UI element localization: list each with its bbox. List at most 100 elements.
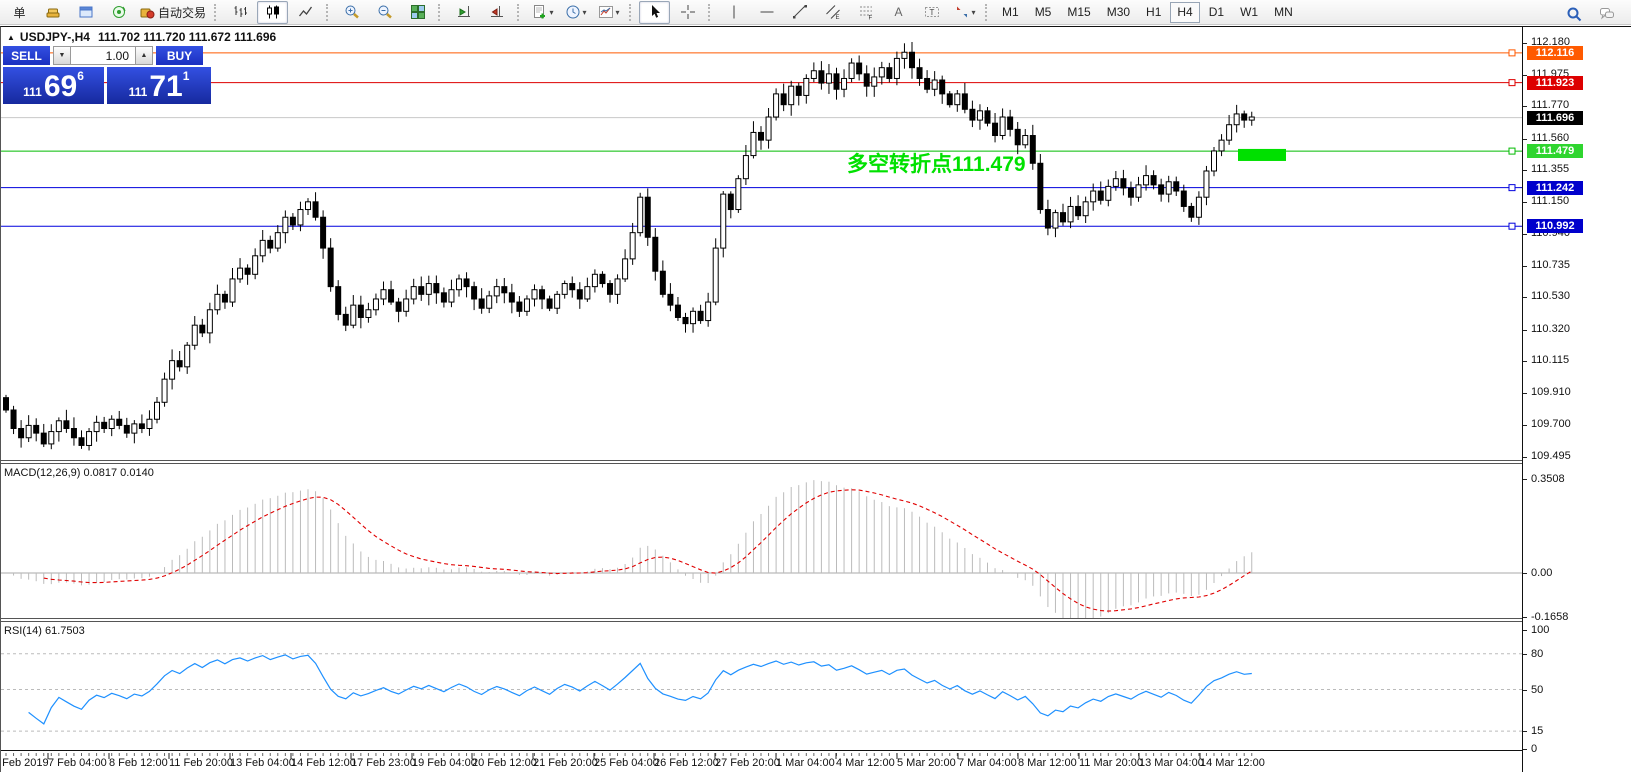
candle[interactable]: [916, 67, 923, 79]
candle[interactable]: [1218, 139, 1225, 152]
candle[interactable]: [327, 247, 334, 288]
chevron-down-icon[interactable]: ▾: [615, 7, 620, 17]
candle[interactable]: [561, 283, 568, 295]
candle[interactable]: [735, 178, 742, 211]
candle[interactable]: [146, 418, 153, 429]
candle[interactable]: [591, 273, 598, 288]
volume-input[interactable]: [71, 46, 135, 65]
candle[interactable]: [63, 420, 70, 430]
candle[interactable]: [486, 295, 493, 309]
candle[interactable]: [788, 85, 795, 106]
candle[interactable]: [750, 131, 757, 157]
candle[interactable]: [357, 304, 364, 318]
candle[interactable]: [93, 421, 100, 433]
line-handle[interactable]: [1508, 147, 1516, 155]
candle[interactable]: [154, 401, 160, 420]
navigator-button[interactable]: [103, 1, 134, 24]
tf-h4-button[interactable]: H4: [1170, 1, 1200, 23]
candle[interactable]: [1127, 187, 1134, 198]
candle[interactable]: [531, 289, 538, 300]
candle[interactable]: [395, 301, 402, 312]
candle[interactable]: [1226, 124, 1233, 141]
candle[interactable]: [297, 209, 304, 226]
candle[interactable]: [1248, 116, 1255, 121]
candle[interactable]: [1188, 205, 1195, 218]
candle[interactable]: [984, 110, 991, 124]
candle[interactable]: [976, 110, 983, 121]
candle[interactable]: [184, 344, 191, 368]
candle[interactable]: [622, 258, 629, 280]
candle[interactable]: [893, 57, 900, 79]
candle[interactable]: [584, 286, 591, 300]
candle[interactable]: [1173, 181, 1180, 192]
candle[interactable]: [780, 93, 787, 106]
candle[interactable]: [1233, 113, 1240, 126]
collapse-icon[interactable]: ▲: [7, 32, 15, 42]
candle[interactable]: [539, 289, 546, 300]
candle[interactable]: [614, 278, 621, 295]
sell-price[interactable]: 111 69 6: [3, 67, 104, 104]
candle[interactable]: [388, 289, 395, 303]
line-handle[interactable]: [1508, 79, 1516, 87]
candle[interactable]: [727, 193, 734, 211]
autotrading-button[interactable]: 自动交易: [136, 1, 209, 24]
candle[interactable]: [25, 424, 32, 439]
rsi-pane[interactable]: [1, 622, 1522, 750]
candle[interactable]: [456, 278, 462, 291]
candle[interactable]: [206, 309, 213, 334]
price-axis[interactable]: 112.180 111.975 111.770 111.560 111.355 111.1…: [1522, 27, 1631, 772]
crosshair-button[interactable]: [672, 1, 703, 24]
candle[interactable]: [848, 62, 855, 79]
candle[interactable]: [1135, 184, 1142, 198]
candle[interactable]: [237, 267, 244, 280]
candle[interactable]: [659, 270, 666, 295]
candle[interactable]: [712, 247, 719, 303]
candle[interactable]: [523, 298, 530, 312]
candle[interactable]: [48, 431, 55, 445]
tf-m30-button[interactable]: M30: [1100, 2, 1137, 23]
candle[interactable]: [1022, 135, 1029, 146]
candle[interactable]: [546, 298, 553, 309]
candle[interactable]: [576, 289, 583, 300]
indicators-button[interactable]: ▾: [527, 1, 558, 24]
candle[interactable]: [569, 283, 576, 291]
candle[interactable]: [674, 304, 681, 318]
data-window-button[interactable]: [70, 1, 101, 24]
line-handle[interactable]: [1508, 184, 1516, 192]
candle[interactable]: [350, 304, 357, 326]
candle[interactable]: [320, 216, 327, 249]
templates-button[interactable]: ▾: [593, 1, 624, 24]
equidistant-channel-button[interactable]: E: [817, 1, 848, 24]
candle[interactable]: [1029, 135, 1036, 164]
candle[interactable]: [1097, 190, 1104, 201]
candle[interactable]: [1075, 205, 1082, 217]
cursor-button[interactable]: [639, 0, 671, 24]
candle[interactable]: [878, 67, 885, 78]
candle[interactable]: [342, 313, 349, 326]
candle[interactable]: [478, 298, 485, 309]
candle[interactable]: [40, 432, 47, 445]
buy-price[interactable]: 111 71 1: [107, 67, 211, 104]
candle[interactable]: [116, 418, 123, 426]
tile-windows-button[interactable]: [402, 1, 433, 24]
zoom-out-button[interactable]: [369, 1, 400, 24]
tf-h1-button[interactable]: H1: [1139, 2, 1168, 23]
candle[interactable]: [1158, 184, 1165, 195]
tf-mn-button[interactable]: MN: [1267, 2, 1300, 23]
candle[interactable]: [138, 423, 145, 429]
candle[interactable]: [1082, 201, 1089, 217]
time-axis-ticks[interactable]: [1, 753, 1631, 760]
candle[interactable]: [335, 286, 342, 315]
candle[interactable]: [123, 424, 130, 434]
candle[interactable]: [108, 418, 115, 429]
candle[interactable]: [305, 201, 311, 211]
candle[interactable]: [1090, 190, 1097, 203]
candle[interactable]: [259, 239, 266, 257]
chart-shift-button[interactable]: [481, 1, 512, 24]
candle[interactable]: [629, 232, 636, 260]
candle[interactable]: [773, 93, 780, 118]
pane-separator[interactable]: [1, 460, 1631, 464]
candle[interactable]: [1150, 175, 1157, 186]
candle[interactable]: [267, 239, 274, 249]
candlestick-chart-button[interactable]: [257, 0, 289, 24]
